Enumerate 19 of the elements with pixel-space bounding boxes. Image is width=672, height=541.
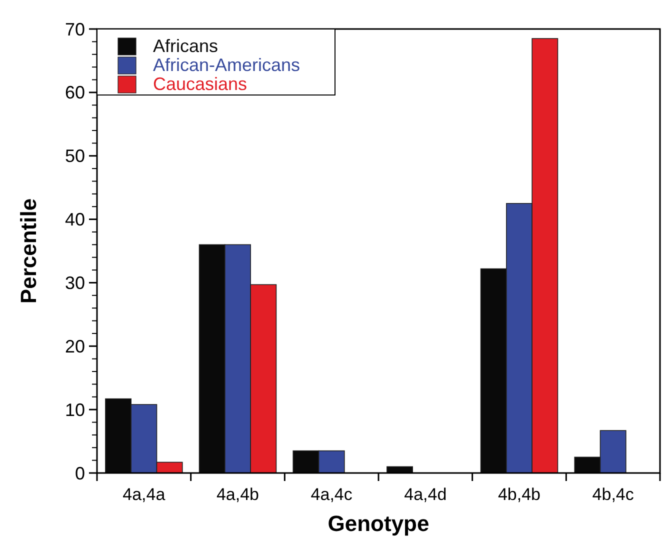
x-tick-label: 4a,4b	[216, 485, 260, 504]
y-tick-label: 30	[64, 273, 85, 294]
x-axis-title: Genotype	[328, 511, 430, 536]
y-tick-label: 40	[64, 210, 85, 230]
y-tick-label: 20	[64, 336, 85, 356]
y-axis-title: Percentile	[16, 198, 41, 304]
legend-label: African-Americans	[153, 55, 300, 75]
legend-label: Caucasians	[153, 74, 248, 94]
y-tick-label: 60	[64, 82, 85, 103]
x-tick-label: 4b,4c	[592, 485, 634, 504]
x-tick-label: 4a,4a	[122, 485, 166, 504]
y-tick-label: 50	[64, 146, 85, 166]
y-tick-label: 70	[64, 19, 85, 40]
y-tick-label: 10	[64, 400, 85, 420]
x-tick-label: 4b,4b	[498, 485, 541, 504]
x-tick-label: 4a,4c	[310, 485, 353, 504]
x-tick-label: 4a,4d	[404, 485, 447, 504]
legend-label: Africans	[153, 36, 218, 56]
y-tick-label: 0	[74, 463, 85, 484]
